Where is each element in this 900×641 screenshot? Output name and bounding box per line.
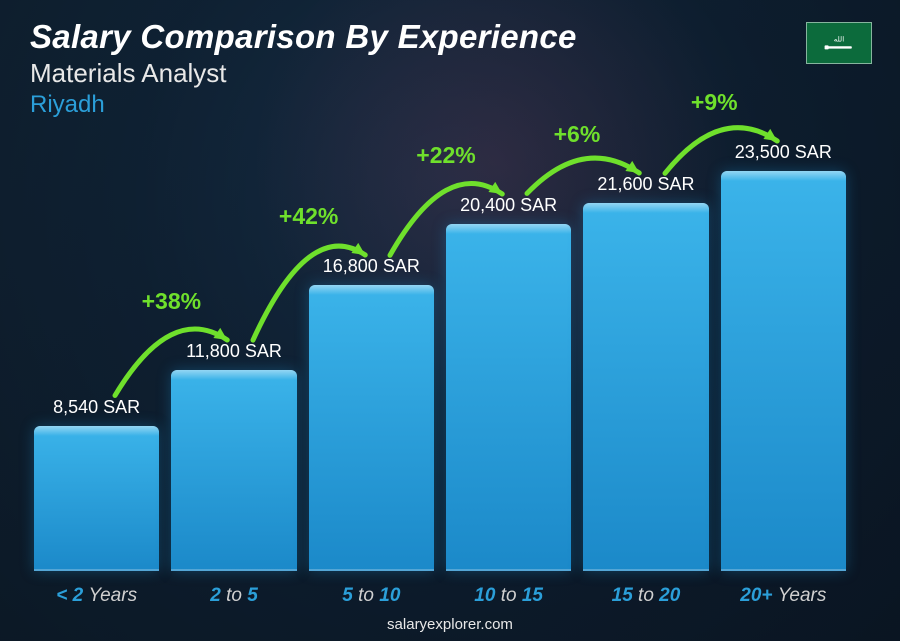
page-subtitle: Materials Analyst	[30, 58, 577, 89]
x-label: 15 to 20	[583, 585, 708, 607]
x-label: < 2 Years	[34, 585, 159, 607]
bar	[34, 426, 159, 571]
pct-arc-icon	[645, 93, 797, 213]
pct-arc-icon	[233, 207, 385, 380]
page-title: Salary Comparison By Experience	[30, 18, 577, 56]
svg-text:الله: الله	[834, 35, 844, 43]
bar	[583, 203, 708, 571]
pct-arc-icon	[370, 146, 522, 295]
country-flag-icon: الله	[806, 22, 872, 64]
pct-arc-icon	[507, 125, 659, 233]
bar	[721, 171, 846, 571]
pct-arc-icon	[95, 292, 247, 435]
x-label: 20+ Years	[721, 585, 846, 607]
x-axis-labels: < 2 Years 2 to 5 5 to 10 10 to 15 15 to 20 20…	[34, 585, 846, 607]
header: Salary Comparison By Experience Material…	[30, 18, 577, 119]
footer-credit: salaryexplorer.com	[0, 616, 900, 633]
x-label: 2 to 5	[171, 585, 296, 607]
x-label: 5 to 10	[309, 585, 434, 607]
x-label: 10 to 15	[446, 585, 571, 607]
